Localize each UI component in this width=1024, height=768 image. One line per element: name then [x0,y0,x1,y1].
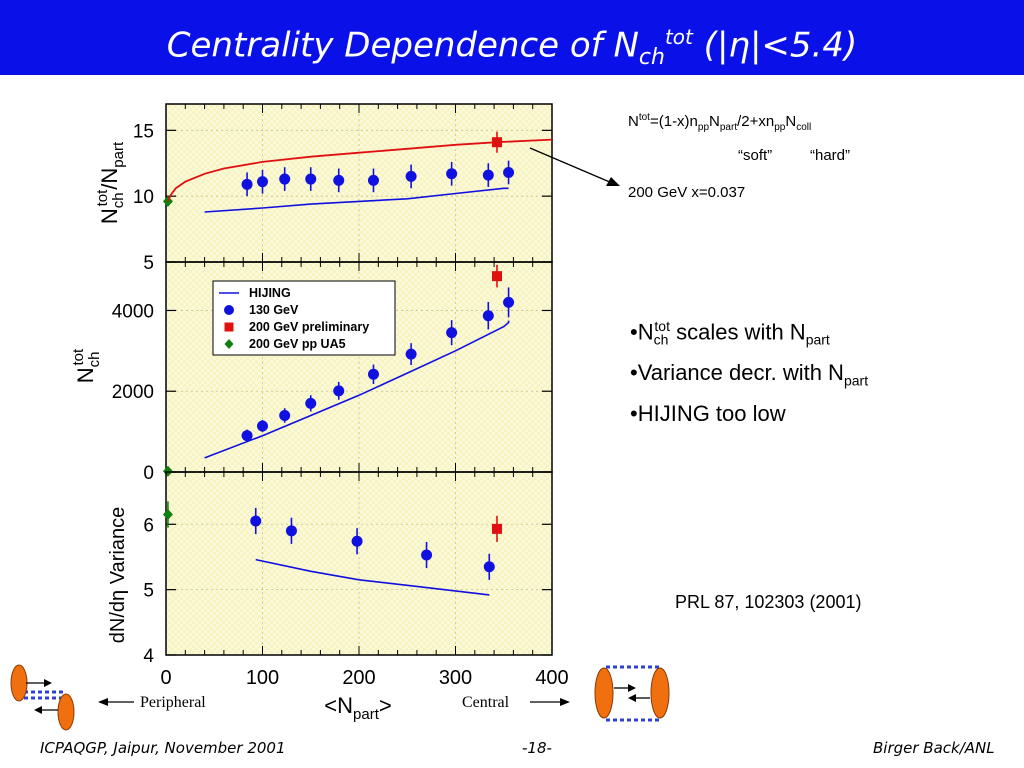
legend-label: HIJING [249,286,291,300]
point-130gev [250,515,262,527]
point-130gev [285,525,297,537]
point-130gev [421,549,433,561]
point-130gev [305,397,317,409]
point-130gev [333,174,345,186]
formula-soft-label: “soft” [738,147,773,164]
point-130gev [367,368,379,380]
x-tick-label: 100 [246,667,279,689]
x-tick-label: 200 [342,667,375,689]
hijing-curve [204,320,510,459]
legend-label: 200 GeV pp UA5 [249,337,346,351]
point-130gev [483,561,495,573]
x-tick-label: 300 [439,667,472,689]
point-130gev [482,310,494,322]
point-130gev [503,296,515,308]
y-tick-label: 2000 [112,382,154,403]
point-130gev [503,166,515,178]
formula-hard-label: “hard” [810,147,851,164]
point-130gev [482,169,494,181]
peripheral-arrowhead [98,698,108,706]
fit-curve [167,138,553,202]
peripheral-label: Peripheral [140,694,206,711]
y-tick-label: 15 [133,121,154,142]
legend-200gev-marker [224,322,234,332]
point-200gev [491,271,502,282]
legend-box [212,280,396,356]
y-tick-label: 4000 [112,301,154,322]
slide-title: Centrality Dependence of Nchtot (|η|<5.4… [166,25,858,71]
point-130gev [279,173,291,185]
central-arrowhead [560,698,570,706]
peripheral-motion-head [34,706,42,714]
x-tick-label: 400 [535,667,568,689]
legend-label: 130 GeV [249,303,299,317]
central-motion-head [628,694,636,702]
central-nucleus-left [594,667,614,719]
y-axis-title-total: Nchtot [70,348,103,383]
y-tick-label: 10 [133,187,154,208]
formula-line: Ntot=(1-x)nppNpart/2+xnppNcoll [628,112,812,133]
point-130gev [367,174,379,186]
central-motion-head [628,684,636,692]
point-130gev [351,535,363,547]
point-ua5 [162,508,173,520]
point-ua5 [162,195,173,207]
footer-left: ICPAQGP, Jaipur, November 2001 [40,739,286,757]
point-130gev [279,409,291,421]
annotation-arrowhead [606,177,620,186]
y-tick-label: 6 [143,515,154,536]
central-nucleus-right [650,667,670,719]
point-130gev [257,176,268,188]
central-label: Central [462,694,510,711]
annotation-arrow [529,147,613,184]
footer-right: Birger Back/ANL [873,739,995,757]
y-tick-label: 4 [143,646,154,667]
point-130gev [257,420,268,432]
x-tick-label: 0 [160,667,171,689]
point-130gev [405,348,417,360]
bullet-variance: •Variance decr. with Npart [630,360,869,389]
point-130gev [241,178,253,190]
point-130gev [305,173,317,185]
point-130gev [241,430,253,442]
point-130gev [333,385,345,397]
reference: PRL 87, 102303 (2001) [675,592,862,612]
formula-energy: 200 GeV x=0.037 [628,184,746,201]
y-tick-label: 5 [143,581,154,602]
point-200gev [491,523,502,534]
point-130gev [405,170,417,182]
y-axis-title-ratio: Nchtot/Npart [94,141,127,224]
point-130gev [446,168,458,180]
y-tick-label: 5 [143,253,154,274]
peripheral-nucleus-left [10,664,28,702]
x-axis-title: <Npart> [324,693,391,723]
bullet-scaling: •Nchtot scales with Npart [630,318,830,348]
footer-center: -18- [522,739,552,757]
hijing-curve [255,558,490,596]
point-130gev [446,327,458,339]
legend-label: 200 GeV preliminary [249,320,369,334]
peripheral-motion-head [44,679,52,687]
y-axis-title-variance: dN/dη Variance [107,507,129,643]
title-bar [0,0,1024,75]
bullet-hijing: •HIJING too low [630,401,786,426]
peripheral-nucleus-right [57,693,75,731]
hijing-curve [204,187,509,213]
y-tick-label: 0 [143,463,154,484]
legend-ua5-marker [224,339,234,349]
legend-130gev-marker [224,305,234,315]
